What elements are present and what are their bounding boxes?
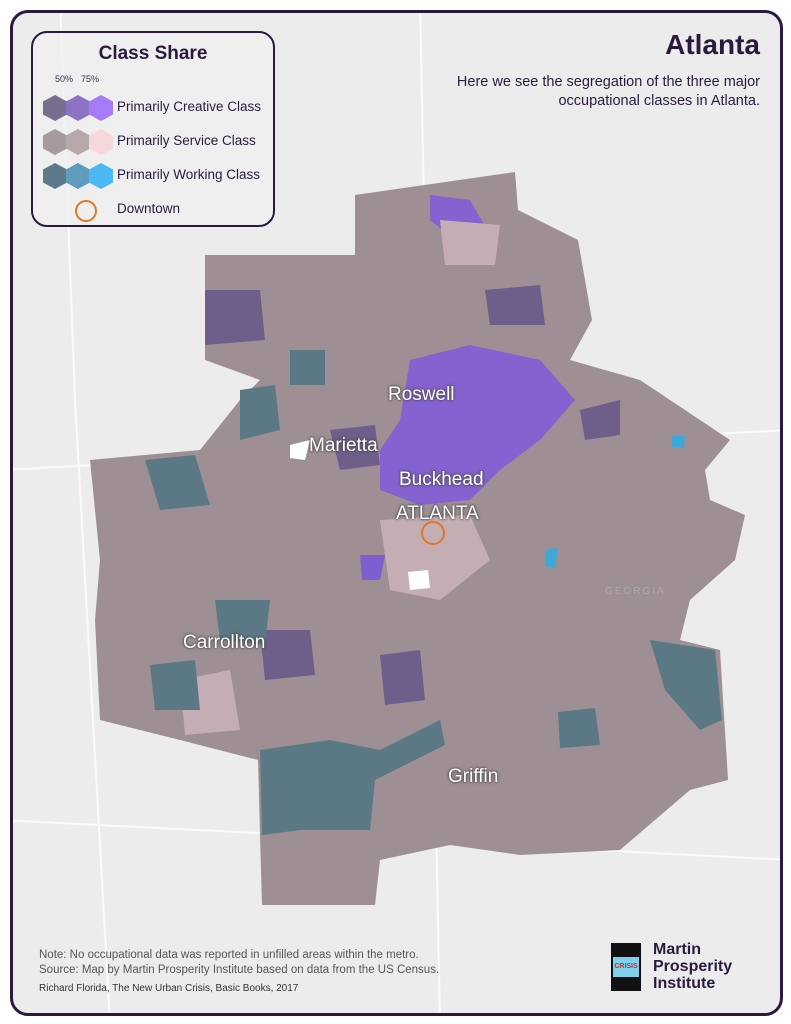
- legend-service-label: Primarily Service Class: [117, 133, 256, 148]
- mpi-logo: CRISIS Martin Prosperity Institute: [611, 941, 732, 992]
- hex-swatch: [43, 95, 67, 121]
- hex-swatch: [89, 95, 113, 121]
- org-name-line1: Martin: [653, 941, 701, 958]
- city-label-marietta: Marietta: [309, 435, 378, 456]
- hex-swatch: [66, 129, 90, 155]
- book-title: CRISIS: [613, 956, 639, 977]
- note-text: Note: No occupational data was reported …: [39, 949, 419, 961]
- city-label-atlanta: ATLANTA: [396, 503, 479, 524]
- working-class-areas: [145, 350, 722, 835]
- legend-working-label: Primarily Working Class: [117, 167, 261, 182]
- citation-text: Richard Florida, The New Urban Crisis, B…: [39, 983, 299, 994]
- map-title: Atlanta: [665, 29, 760, 60]
- map-subtitle: Here we see the segregation of the three…: [456, 74, 760, 109]
- unfilled-area: [408, 570, 430, 590]
- hex-swatch: [66, 95, 90, 121]
- unfilled-area: [290, 440, 310, 460]
- threshold-50: 50%: [55, 74, 74, 84]
- footnotes: Note: No occupational data was reported …: [39, 948, 439, 996]
- choropleth-map[interactable]: [10, 10, 783, 1016]
- legend-service-swatches: [43, 129, 113, 155]
- map-frame: Roswell Marietta Buckhead ATLANTA Carrol…: [10, 10, 783, 1016]
- city-label-griffin: Griffin: [448, 766, 499, 787]
- downtown-marker: [421, 521, 445, 545]
- legend-creative-label: Primarily Creative Class: [117, 99, 262, 114]
- legend: Class Share 50% 75% Primarily Creative C…: [31, 31, 275, 227]
- org-name-line2: Prosperity: [653, 958, 733, 975]
- hex-swatch: [43, 129, 67, 155]
- legend-downtown-label: Downtown: [117, 201, 181, 216]
- hex-swatch: [89, 163, 113, 189]
- downtown-circle-icon: [75, 200, 97, 222]
- legend-creative-swatches: [43, 95, 113, 121]
- book-cover-icon: CRISIS: [611, 942, 641, 991]
- legend-working-swatches: [43, 163, 113, 189]
- city-label-roswell: Roswell: [388, 384, 455, 405]
- source-text: Source: Map by Martin Prosperity Institu…: [39, 964, 440, 976]
- legend-title: Class Share: [98, 43, 208, 64]
- city-label-carrollton: Carrollton: [183, 632, 266, 653]
- hex-swatch: [89, 129, 113, 155]
- hex-swatch: [43, 163, 67, 189]
- city-label-buckhead: Buckhead: [399, 469, 484, 490]
- state-label: GEORGIA: [605, 586, 666, 597]
- org-name-line3: Institute: [653, 975, 716, 992]
- creative-class-areas: [205, 195, 620, 705]
- threshold-75: 75%: [81, 74, 100, 84]
- hex-swatch: [66, 163, 90, 189]
